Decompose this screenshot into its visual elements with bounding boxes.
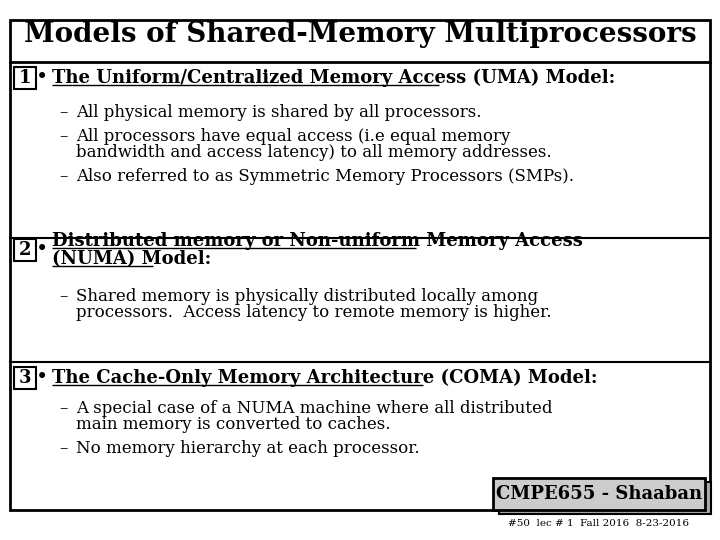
Text: –: – bbox=[60, 104, 68, 121]
Bar bbox=[14, 67, 36, 89]
Bar bbox=[14, 239, 36, 261]
Text: main memory is converted to caches.: main memory is converted to caches. bbox=[76, 416, 390, 433]
Text: –: – bbox=[60, 400, 68, 417]
Text: bandwidth and access latency) to all memory addresses.: bandwidth and access latency) to all mem… bbox=[76, 144, 552, 161]
Text: No memory hierarchy at each processor.: No memory hierarchy at each processor. bbox=[76, 440, 420, 457]
Text: CMPE655 - Shaaban: CMPE655 - Shaaban bbox=[496, 485, 702, 503]
Text: A special case of a NUMA machine where all distributed: A special case of a NUMA machine where a… bbox=[76, 400, 552, 417]
Text: Shared memory is physically distributed locally among: Shared memory is physically distributed … bbox=[76, 288, 538, 305]
Text: Distributed memory or Non-uniform Memory Access: Distributed memory or Non-uniform Memory… bbox=[52, 232, 583, 250]
Text: The Uniform/Centralized Memory Access (UMA) Model:: The Uniform/Centralized Memory Access (U… bbox=[52, 69, 616, 87]
Text: 3: 3 bbox=[19, 369, 31, 387]
Text: –: – bbox=[60, 168, 68, 185]
Text: –: – bbox=[60, 440, 68, 457]
Text: #50  lec # 1  Fall 2016  8-23-2016: #50 lec # 1 Fall 2016 8-23-2016 bbox=[508, 518, 690, 528]
Text: processors.  Access latency to remote memory is higher.: processors. Access latency to remote mem… bbox=[76, 304, 552, 321]
Text: The Cache-Only Memory Architecture (COMA) Model:: The Cache-Only Memory Architecture (COMA… bbox=[52, 369, 598, 387]
Text: Models of Shared-Memory Multiprocessors: Models of Shared-Memory Multiprocessors bbox=[24, 22, 696, 49]
Bar bbox=[499, 482, 711, 514]
Text: 2: 2 bbox=[19, 241, 31, 259]
Text: Also referred to as Symmetric Memory Processors (SMPs).: Also referred to as Symmetric Memory Pro… bbox=[76, 168, 574, 185]
Text: –: – bbox=[60, 288, 68, 305]
Text: •: • bbox=[36, 368, 48, 388]
Text: •: • bbox=[36, 240, 48, 260]
Text: –: – bbox=[60, 128, 68, 145]
Text: All processors have equal access (i.e equal memory: All processors have equal access (i.e eq… bbox=[76, 128, 510, 145]
Bar bbox=[493, 478, 705, 510]
Text: (NUMA) Model:: (NUMA) Model: bbox=[52, 250, 211, 268]
Bar bbox=[14, 367, 36, 389]
Text: 1: 1 bbox=[19, 69, 31, 87]
Text: All physical memory is shared by all processors.: All physical memory is shared by all pro… bbox=[76, 104, 482, 121]
Text: •: • bbox=[36, 69, 48, 87]
